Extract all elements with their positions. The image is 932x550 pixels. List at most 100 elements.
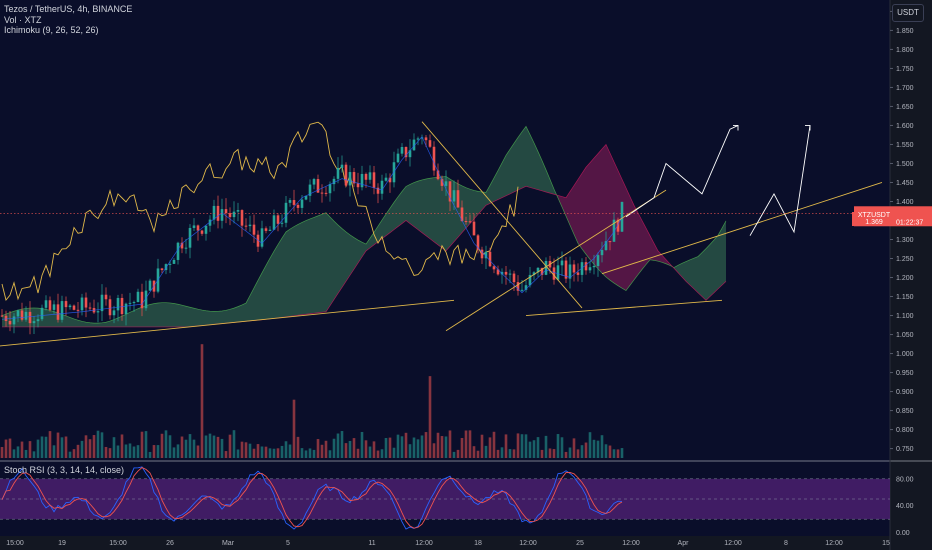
drawn-trendline: [445, 189, 667, 332]
candle-body: [536, 267, 540, 273]
candle-body: [276, 215, 280, 224]
candle-body: [64, 301, 68, 308]
volume-bar: [104, 446, 108, 458]
candle-body: [480, 249, 484, 259]
time-tick-label: 5: [286, 540, 290, 547]
ichimoku-cloud-segment: [310, 217, 314, 314]
ichimoku-cloud-segment: [434, 177, 438, 245]
volume-bar: [96, 430, 100, 458]
ichimoku-cloud-segment: [466, 187, 470, 229]
volume-bar: [356, 448, 360, 458]
ichimoku-lagging-span: [1, 121, 519, 302]
volume-bar: [532, 440, 536, 458]
candle-body: [316, 179, 320, 193]
volume-bar: [260, 446, 264, 458]
volume-bar: [212, 435, 216, 458]
price-tag-symbol: XTZUSDT: [857, 212, 891, 219]
candle-body: [204, 225, 208, 234]
volume-bar: [452, 451, 456, 458]
time-tick-label: 12:00: [519, 540, 537, 547]
ichimoku-cloud-segment: [602, 144, 606, 278]
volume-bar: [8, 438, 12, 458]
price-tick-label: 0.750: [896, 446, 914, 453]
volume-bar: [496, 449, 500, 458]
legend-stoch-rsi[interactable]: Stoch RSI (3, 3, 14, 14, close): [4, 465, 125, 475]
candle-body: [112, 310, 116, 316]
ichimoku-cloud-segment: [618, 170, 622, 289]
candle-body: [20, 310, 24, 320]
candle-body: [460, 207, 464, 222]
candle-body: [412, 139, 416, 151]
ichimoku-cloud-segment: [114, 317, 118, 327]
time-tick-label: 19: [58, 540, 66, 547]
candle-body: [552, 267, 556, 280]
time-tick-label: 12:00: [825, 540, 843, 547]
candle-body: [304, 195, 308, 200]
ichimoku-cloud-segment: [274, 244, 278, 319]
candle-body: [12, 316, 16, 325]
ichimoku-cloud-segment: [170, 302, 174, 327]
candle-body: [76, 309, 80, 311]
volume-bar: [284, 441, 288, 458]
legend-symbol[interactable]: Tezos / TetherUS, 4h, BINANCE: [4, 4, 133, 14]
candle-body: [488, 251, 492, 267]
ichimoku-cloud-segment: [606, 144, 610, 281]
ichimoku-cloud-segment: [422, 178, 426, 236]
candle-body: [468, 221, 472, 223]
candle-body: [504, 271, 508, 275]
legend-ichimoku[interactable]: Ichimoku (9, 26, 52, 26): [4, 25, 99, 35]
legend-volume[interactable]: Vol · XTZ: [4, 15, 42, 25]
ichimoku-cloud-segment: [162, 302, 166, 327]
price-tick-label: 1.500: [896, 161, 914, 168]
candle-body: [144, 290, 148, 309]
ichimoku-cloud-segment: [722, 220, 726, 286]
ichimoku-cloud-segment: [470, 189, 474, 224]
volume-bar: [428, 376, 432, 458]
candle-body: [352, 172, 356, 184]
volume-bar: [276, 448, 280, 458]
volume-bar: [516, 433, 520, 458]
price-axis: [890, 0, 932, 550]
volume-bar: [404, 432, 408, 458]
candle-body: [44, 300, 48, 308]
candle-body: [428, 140, 432, 147]
candle-body: [600, 249, 604, 256]
candle-body: [40, 307, 44, 320]
drawn-trendline: [601, 182, 883, 275]
volume-bar: [612, 449, 616, 458]
candle-body: [68, 305, 72, 308]
volume-bar: [120, 434, 124, 458]
candle-body: [592, 266, 596, 268]
volume-bar: [248, 443, 252, 458]
volume-bar: [136, 445, 140, 458]
volume-bar: [456, 449, 460, 458]
currency-button[interactable]: USDT: [892, 4, 924, 22]
candle-body: [244, 225, 248, 227]
candle-body: [80, 297, 84, 311]
volume-bar: [336, 433, 340, 458]
ichimoku-cloud-segment: [442, 176, 446, 251]
volume-bar: [256, 444, 260, 458]
ichimoku-cloud-segment: [630, 196, 634, 286]
candle-body: [188, 227, 192, 248]
ichimoku-cloud-segment: [182, 305, 186, 327]
ichimoku-cloud-segment: [234, 306, 238, 323]
volume-bar: [140, 431, 144, 458]
volume-bar: [152, 445, 156, 458]
ichimoku-cloud-segment: [142, 305, 146, 327]
ichimoku-cloud-segment: [386, 208, 390, 236]
candle-body: [604, 241, 608, 250]
time-tick-label: 18: [474, 540, 482, 547]
candle-body: [344, 164, 348, 186]
ichimoku-cloud-segment: [110, 319, 114, 327]
candle-body: [544, 260, 548, 275]
volume-bar: [568, 447, 572, 458]
volume-bar: [52, 445, 56, 458]
volume-bar: [192, 439, 196, 458]
volume-bar: [188, 434, 192, 458]
ichimoku-cloud-segment: [254, 280, 258, 321]
ichimoku-cloud-segment: [78, 320, 82, 327]
volume-bar: [296, 436, 300, 458]
volume-bar: [132, 446, 136, 458]
